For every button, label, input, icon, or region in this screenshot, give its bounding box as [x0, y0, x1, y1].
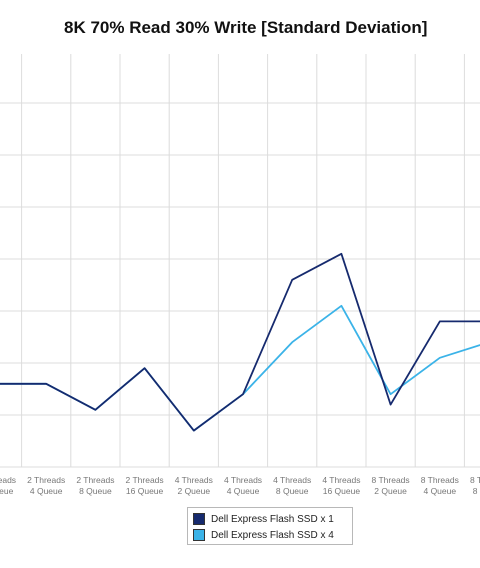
legend-swatch	[193, 513, 205, 525]
x-tick-label: 4 Threads 16 Queue	[322, 475, 360, 496]
x-tick-label: 8 Threads 4 Queue	[421, 475, 459, 496]
series-lines	[0, 252, 480, 432]
x-tick-label: 2 Threads 8 Queue	[76, 475, 114, 496]
chart-title: 8K 70% Read 30% Write [Standard Deviatio…	[64, 18, 428, 37]
grid-lines	[0, 54, 480, 468]
x-tick-label: 4 Threads 8 Queue	[273, 475, 311, 496]
legend: Dell Express Flash SSD x 1 Dell Express …	[187, 507, 353, 545]
x-tick-label: 4 Threads 2 Queue	[175, 475, 213, 496]
legend-label: Dell Express Flash SSD x 1	[211, 513, 334, 525]
x-tick-label: 4 Threads 4 Queue	[224, 475, 262, 496]
x-tick-label: 8 Threads 2 Queue	[372, 475, 410, 496]
x-tick-label: 2 Threads 16 Queue	[126, 475, 164, 496]
legend-label: Dell Express Flash SSD x 4	[211, 529, 334, 541]
legend-swatch	[193, 529, 205, 541]
legend-item-series-1: Dell Express Flash SSD x 1	[193, 511, 347, 527]
legend-item-series-2: Dell Express Flash SSD x 4	[193, 527, 347, 543]
series-line-1	[0, 252, 480, 432]
x-tick-label: 2 Threads 4 Queue	[27, 475, 65, 496]
